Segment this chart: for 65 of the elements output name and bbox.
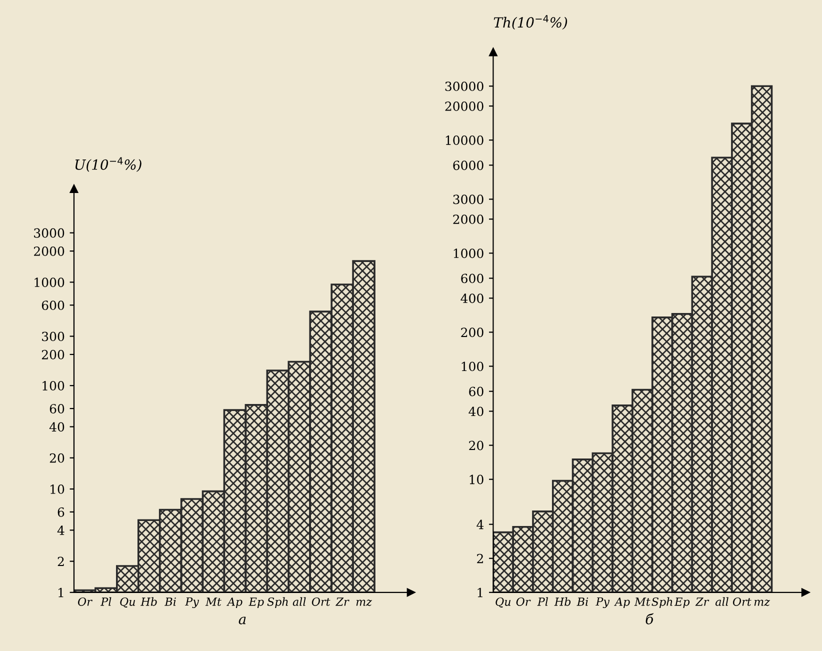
x-tick-label: Bi (576, 598, 588, 606)
y-tick-label: 2 (477, 554, 483, 564)
x-tick-label: Sph (652, 597, 672, 608)
x-tick-label: Mt (205, 598, 222, 606)
x-tick-label: Pl (100, 597, 112, 606)
y-tick-label: 6000 (453, 160, 484, 170)
x-tick-label: Hb (140, 597, 157, 606)
y-tick-label: 1 (58, 588, 64, 598)
x-tick-label: Bi (164, 598, 176, 606)
y-tick-label: 30000 (445, 82, 484, 92)
x-tick-label: Or (516, 597, 531, 606)
x-tick-label: Hb (554, 597, 571, 606)
y-tick-label: 20 (50, 453, 64, 463)
y-tick-label: 200 (42, 350, 64, 360)
y-axis-title: U(10$^{−4}$%) (75, 157, 142, 172)
x-tick-label: Qu (496, 597, 510, 608)
y-tick-label: 4 (476, 520, 484, 530)
x-tick-label: Qu (120, 597, 135, 608)
y-tick-label: 2000 (453, 214, 484, 224)
x-tick-label: Ep (248, 598, 264, 608)
x-tick-label: Pl (537, 597, 548, 606)
y-tick-label: 3000 (453, 194, 484, 204)
x-tick-label: Or (78, 597, 92, 606)
y-tick-label: 20 (469, 440, 484, 450)
x-tick-label: Py (185, 597, 200, 608)
x-tick-label: Ort (732, 597, 752, 606)
y-tick-label: 3000 (34, 228, 64, 238)
y-tick-label: 100 (462, 362, 484, 372)
x-tick-label: Mt (634, 598, 650, 606)
y-tick-label: 1000 (34, 278, 64, 288)
y-tick-label: 6 (58, 507, 64, 517)
x-axis-title: б (646, 613, 654, 624)
x-tick-label: Ort (312, 597, 330, 606)
y-tick-label: 10 (470, 474, 484, 484)
x-axis-title: а (238, 616, 246, 624)
x-tick-label: Py (596, 597, 610, 608)
y-tick-label: 40 (49, 422, 64, 432)
x-tick-label: Ep (674, 598, 690, 608)
y-tick-label: 10 (50, 484, 64, 494)
y-tick-label: 1 (478, 588, 482, 598)
y-tick-label: 1000 (454, 248, 484, 258)
x-tick-label: Ap (226, 598, 242, 608)
y-tick-label: 4 (57, 526, 64, 535)
x-tick-label: all (716, 597, 728, 606)
x-tick-label: all (292, 597, 306, 606)
x-tick-label: Sph (267, 597, 288, 608)
x-tick-label: Zr (695, 598, 710, 606)
y-tick-label: 10000 (446, 136, 484, 146)
y-axis-title: Th(10$^{−4}$%) (494, 15, 568, 30)
y-tick-label: 600 (42, 300, 64, 310)
y-tick-label: 200 (461, 328, 484, 338)
y-tick-label: 60 (469, 386, 484, 396)
y-tick-label: 400 (460, 294, 484, 304)
x-tick-label: mz (754, 600, 770, 606)
y-tick-label: 100 (42, 381, 64, 391)
y-tick-label: 40 (468, 406, 484, 416)
y-tick-label: 60 (50, 404, 64, 414)
y-tick-label: 300 (42, 332, 64, 342)
x-tick-label: Ap (614, 598, 630, 608)
y-tick-label: 2 (58, 556, 64, 566)
y-tick-label: 600 (461, 274, 484, 284)
y-tick-label: 20000 (445, 102, 484, 111)
x-tick-label: mz (356, 600, 372, 606)
x-tick-label: Zr (336, 598, 350, 606)
y-tick-label: 2000 (34, 246, 64, 256)
